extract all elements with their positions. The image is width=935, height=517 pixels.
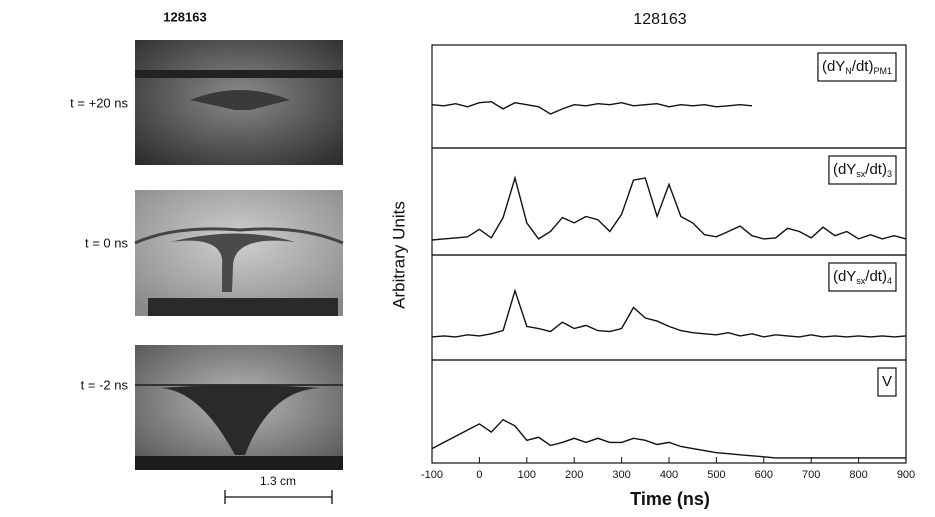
trace — [431, 418, 906, 459]
x-tick-label: 500 — [707, 469, 725, 481]
frame-label: t = 0 ns — [85, 235, 128, 250]
trace — [431, 100, 753, 115]
frame-label: t = -2 ns — [81, 377, 129, 392]
panel-label: V — [882, 373, 892, 390]
x-tick-label: 200 — [565, 469, 583, 481]
x-tick-label: 400 — [660, 469, 678, 481]
label-box — [817, 52, 897, 82]
frame-label: t = +20 ns — [70, 95, 128, 110]
label-part: /dt) — [852, 58, 874, 75]
x-tick-label: -100 — [421, 469, 443, 481]
trace — [431, 175, 907, 241]
label-box — [828, 262, 897, 292]
panel-label: (dYsx/dt)4 — [833, 268, 892, 286]
x-tick-label: 100 — [518, 469, 536, 481]
scale-label: 1.3 cm — [260, 474, 296, 488]
label-part: (dY — [833, 268, 856, 285]
label-part: V — [882, 373, 892, 390]
label-part: /dt) — [865, 161, 887, 178]
x-tick-label: 300 — [612, 469, 630, 481]
x-axis-label: Time (ns) — [630, 489, 710, 509]
label-box — [828, 155, 897, 185]
panel-label: (dYsx/dt)3 — [833, 161, 892, 179]
left-title: 128163 — [163, 9, 206, 24]
label-part: 4 — [887, 276, 892, 286]
x-tick-label: 800 — [849, 469, 867, 481]
label-part: /dt) — [865, 268, 887, 285]
photo — [135, 40, 343, 165]
photo — [135, 345, 343, 470]
label-box — [877, 367, 897, 397]
y-axis-label: Arbitrary Units — [389, 201, 408, 309]
chart-title: 128163 — [633, 11, 686, 28]
panel-frame — [431, 359, 907, 464]
trace — [431, 288, 907, 338]
x-tick-label: 0 — [476, 469, 482, 481]
photo — [134, 190, 344, 316]
x-tick-label: 700 — [802, 469, 820, 481]
label-part: PM1 — [873, 66, 892, 76]
label-part: (dY — [833, 161, 856, 178]
scale-bar — [224, 490, 333, 504]
x-tick-label: 600 — [755, 469, 773, 481]
x-tick-label: 900 — [897, 469, 915, 481]
label-part: sx — [856, 169, 866, 179]
label-part: (dY — [822, 58, 845, 75]
label-part: N — [845, 66, 852, 76]
panel-label: (dYN/dt)PM1 — [822, 58, 892, 76]
label-part: 3 — [887, 169, 892, 179]
label-part: sx — [856, 276, 866, 286]
